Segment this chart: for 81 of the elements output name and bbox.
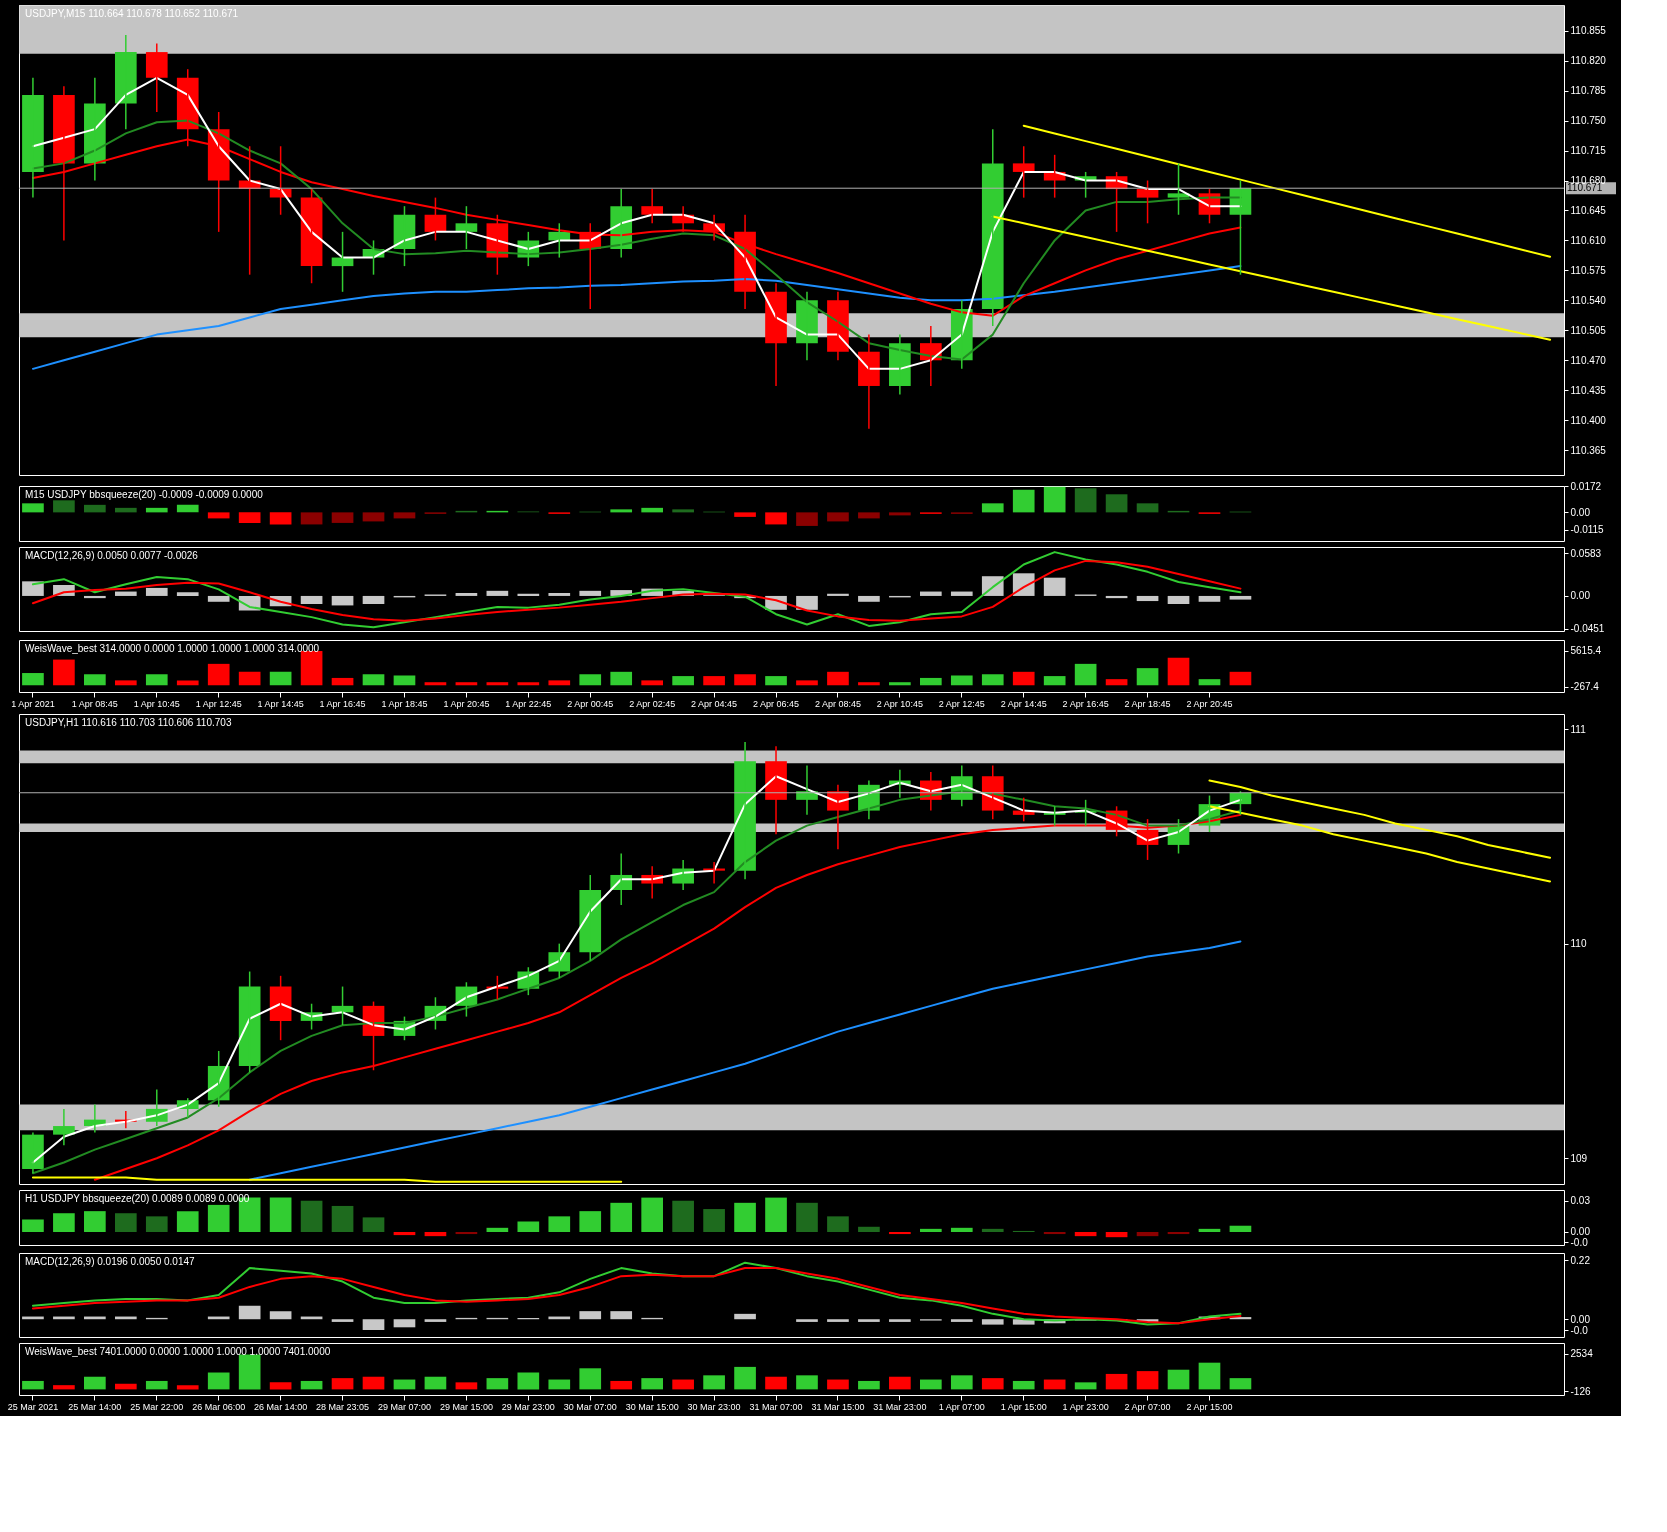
x-tick-label: 1 Apr 18:45: [381, 698, 428, 709]
y-tick-label: -0.0: [1570, 1236, 1589, 1248]
x-tick-label: 2 Apr 10:45: [876, 698, 923, 709]
chart-title: WeisWave_best 7401.0000 0.0000 1.0000 1.0000 1.0000 7401.0000: [25, 1346, 331, 1357]
y-tick-label: 0.00: [1570, 1226, 1591, 1238]
y-tick-label: 109: [1570, 1152, 1588, 1164]
x-tick-label: 2 Apr 18:45: [1124, 698, 1171, 709]
x-tick-label: 2 Apr 16:45: [1062, 698, 1109, 709]
chart-title: H1 USDJPY bbsqueeze(20) 0.0089 0.0089 0.0000: [25, 1193, 250, 1204]
y-tick-label: 110: [1570, 938, 1587, 950]
x-tick-label: 2 Apr 12:45: [938, 698, 985, 709]
y-tick-label: 110.610: [1570, 234, 1607, 246]
x-tick-label: 1 Apr 10:45: [133, 698, 180, 709]
x-tick-label: 2 Apr 02:45: [629, 698, 676, 709]
y-tick-label: 110.645: [1570, 204, 1607, 216]
y-tick-label: -0.0115: [1570, 524, 1605, 536]
y-tick-label: 110.575: [1570, 264, 1607, 276]
x-tick-label: 29 Mar 23:00: [501, 1401, 555, 1412]
y-tick-label: 110.505: [1570, 324, 1607, 336]
x-tick-label: 1 Apr 16:45: [319, 698, 366, 709]
x-tick-label: 2 Apr 20:45: [1186, 698, 1233, 709]
x-tick-label: 25 Mar 2021: [7, 1401, 59, 1412]
x-tick-label: 2 Apr 15:00: [1186, 1401, 1233, 1412]
y-tick-label: 0.03: [1570, 1195, 1591, 1207]
x-tick-label: 26 Mar 06:00: [192, 1401, 246, 1412]
y-tick-label: 0.00: [1570, 1313, 1591, 1325]
x-tick-label: 1 Apr 22:45: [505, 698, 552, 709]
x-tick-label: 25 Mar 14:00: [68, 1401, 122, 1412]
x-tick-label: 1 Apr 12:45: [195, 698, 242, 709]
y-tick-label: 110.855: [1570, 25, 1607, 37]
chart-title: USDJPY,M15 110.664 110.678 110.652 110.671: [25, 8, 239, 19]
chart-title: MACD(12,26,9) 0.0196 0.0050 0.0147: [25, 1256, 195, 1267]
x-tick-label: 31 Mar 15:00: [811, 1401, 865, 1412]
x-tick-label: 30 Mar 07:00: [563, 1401, 617, 1412]
y-tick-label: 110.400: [1570, 414, 1607, 426]
x-tick-label: 26 Mar 14:00: [254, 1401, 308, 1412]
x-tick-label: 1 Apr 07:00: [938, 1401, 985, 1412]
y-tick-label: 0.00: [1570, 506, 1591, 518]
y-tick-label: 110.540: [1570, 294, 1607, 306]
x-tick-label: 1 Apr 15:00: [1000, 1401, 1047, 1412]
x-tick-label: 2 Apr 14:45: [1000, 698, 1047, 709]
x-tick-label: 1 Apr 08:45: [71, 698, 118, 709]
x-tick-label: 1 Apr 20:45: [443, 698, 490, 709]
x-tick-label: 1 Apr 23:00: [1062, 1401, 1109, 1412]
y-tick-label: 110.715: [1570, 145, 1607, 157]
y-tick-label: 5615.4: [1570, 645, 1602, 657]
x-tick-label: 2 Apr 08:45: [814, 698, 861, 709]
x-tick-label: 1 Apr 2021: [11, 698, 55, 709]
x-tick-label: 2 Apr 07:00: [1124, 1401, 1171, 1412]
y-tick-label: -0.0: [1570, 1324, 1589, 1336]
x-tick-label: 29 Mar 07:00: [377, 1401, 431, 1412]
y-tick-label: 110.820: [1570, 55, 1607, 67]
y-tick-label: 110.470: [1570, 354, 1607, 366]
x-tick-label: 2 Apr 04:45: [691, 698, 738, 709]
y-tick-label: 0.0583: [1570, 547, 1602, 559]
y-tick-label: 110.750: [1570, 115, 1607, 127]
chart-title: MACD(12,26,9) 0.0050 0.0077 -0.0026: [25, 550, 199, 561]
y-tick-label: -126: [1570, 1385, 1591, 1397]
chart-title: USDJPY,H1 110.616 110.703 110.606 110.703: [25, 717, 232, 728]
chart-title: WeisWave_best 314.0000 0.0000 1.0000 1.0000 1.0000 314.0000: [25, 643, 320, 654]
y-tick-label: 110.435: [1570, 384, 1607, 396]
x-tick-label: 31 Mar 07:00: [749, 1401, 803, 1412]
x-tick-label: 30 Mar 23:00: [687, 1401, 741, 1412]
y-tick-label: 2534: [1570, 1348, 1594, 1360]
y-tick-label: 0.0172: [1570, 480, 1602, 492]
y-tick-label: 110.365: [1570, 444, 1607, 456]
x-tick-label: 30 Mar 15:00: [625, 1401, 679, 1412]
x-tick-label: 1 Apr 14:45: [257, 698, 304, 709]
y-tick-label: -267.4: [1570, 681, 1600, 693]
y-tick-label: 110.785: [1570, 85, 1607, 97]
x-tick-label: 29 Mar 15:00: [439, 1401, 493, 1412]
x-tick-label: 25 Mar 22:00: [130, 1401, 184, 1412]
x-tick-label: 31 Mar 23:00: [873, 1401, 927, 1412]
y-tick-label: 0.22: [1570, 1254, 1591, 1266]
y-tick-label: -0.0451: [1570, 623, 1605, 635]
y-tick-label: 111: [1570, 723, 1587, 735]
x-tick-label: 2 Apr 06:45: [753, 698, 800, 709]
x-tick-label: 28 Mar 23:05: [316, 1401, 370, 1412]
x-tick-label: 2 Apr 00:45: [567, 698, 614, 709]
chart-title: M15 USDJPY bbsqueeze(20) -0.0009 -0.0009 0.0000: [25, 489, 264, 500]
y-tick-label: 0.00: [1570, 590, 1591, 602]
